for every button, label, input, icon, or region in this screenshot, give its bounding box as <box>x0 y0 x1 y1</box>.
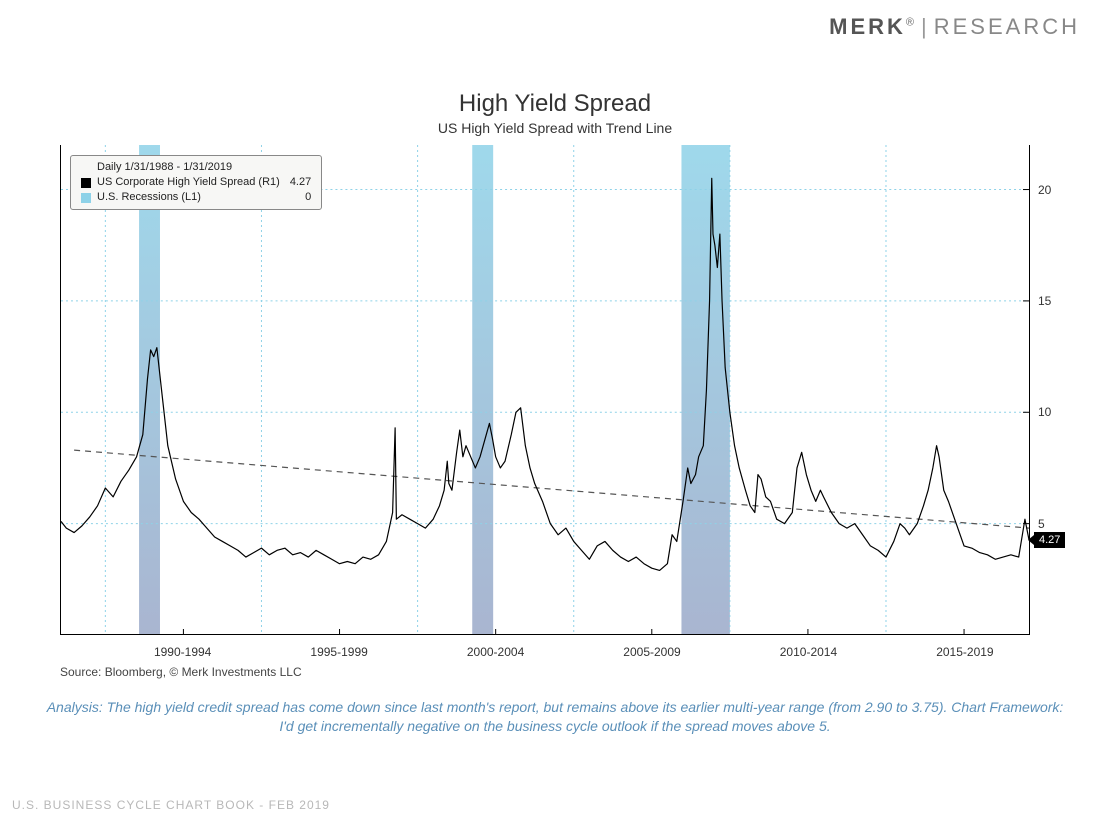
legend-swatch-blue-icon <box>81 193 91 203</box>
chart-svg <box>61 145 1029 635</box>
chart-subtitle: US High Yield Spread with Trend Line <box>0 120 1110 136</box>
x-tick-labels: 1990-1994 1995-1999 2000-2004 2005-2009 2010… <box>60 640 1030 660</box>
logo-brand: MERK <box>829 14 906 39</box>
legend-date-range: Daily 1/31/1988 - 1/31/2019 <box>81 160 311 175</box>
current-value-badge: 4.27 <box>1034 532 1065 548</box>
x-tick-label: 1990-1994 <box>154 645 211 659</box>
logo-unit: RESEARCH <box>934 14 1080 39</box>
logo-divider: | <box>921 14 930 39</box>
legend-series1-label: US Corporate High Yield Spread (R1) <box>97 175 280 190</box>
x-tick-label: 2015-2019 <box>936 645 993 659</box>
x-tick-label: 2000-2004 <box>467 645 524 659</box>
x-tick-label: 1995-1999 <box>310 645 367 659</box>
y-tick-label: 10 <box>1038 405 1051 419</box>
legend-box: Daily 1/31/1988 - 1/31/2019 US Corporate… <box>70 155 322 210</box>
chart-title: High Yield Spread <box>0 90 1110 118</box>
x-tick-label: 2010-2014 <box>780 645 837 659</box>
logo-reg: ® <box>906 17 917 29</box>
y-tick-label: 20 <box>1038 183 1051 197</box>
legend-series-2: U.S. Recessions (L1) 0 <box>81 190 311 205</box>
legend-series-1: US Corporate High Yield Spread (R1) 4.27 <box>81 175 311 190</box>
footer-text: U.S. BUSINESS CYCLE CHART BOOK - FEB 201… <box>12 798 330 812</box>
legend-swatch-black-icon <box>81 178 91 188</box>
analysis-text: Analysis: The high yield credit spread h… <box>40 698 1070 736</box>
source-text: Source: Bloomberg, © Merk Investments LL… <box>60 665 302 679</box>
legend-series2-label: U.S. Recessions (L1) <box>97 190 201 205</box>
x-tick-label: 2005-2009 <box>623 645 680 659</box>
legend-series1-value: 4.27 <box>290 175 311 190</box>
current-value-pointer-icon <box>1028 535 1034 545</box>
brand-logo: MERK® |RESEARCH <box>829 14 1080 40</box>
y-tick-label: 15 <box>1038 294 1051 308</box>
y-tick-label: 5 <box>1038 517 1045 531</box>
legend-date-text: Daily 1/31/1988 - 1/31/2019 <box>97 160 232 175</box>
chart-area <box>60 145 1030 635</box>
legend-series2-value: 0 <box>265 190 311 205</box>
